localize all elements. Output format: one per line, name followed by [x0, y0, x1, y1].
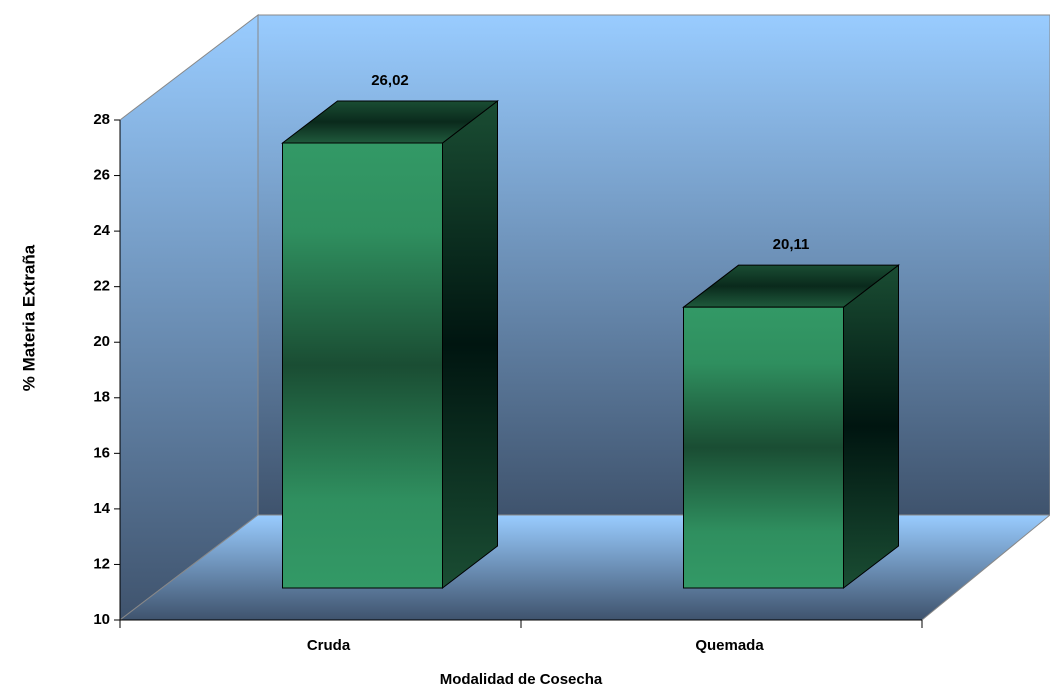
y-tick-label: 14	[93, 500, 110, 517]
y-tick-label: 10	[93, 611, 110, 628]
value-label: 26,02	[371, 72, 409, 89]
bar-side	[442, 99, 498, 590]
y-tick-label: 12	[93, 555, 110, 572]
floor	[118, 514, 1050, 621]
y-axis-title: % Materia Extraña	[19, 244, 38, 391]
x-tick-label: Cruda	[307, 637, 351, 654]
bar	[683, 306, 844, 589]
y-tick-label: 26	[93, 167, 110, 184]
y-tick-label: 18	[93, 389, 110, 406]
x-tick-label: Quemada	[695, 637, 764, 654]
y-tick-label: 16	[93, 444, 110, 461]
x-axis-title: Modalidad de Cosecha	[440, 671, 603, 688]
value-label: 20,11	[773, 236, 810, 253]
y-tick-label: 22	[93, 278, 110, 295]
y-tick-label: 20	[93, 333, 110, 350]
y-tick-label: 24	[93, 222, 110, 239]
left-wall	[119, 13, 259, 622]
bar	[282, 142, 443, 589]
y-tick-label: 28	[93, 111, 110, 128]
bar-side	[843, 264, 899, 590]
